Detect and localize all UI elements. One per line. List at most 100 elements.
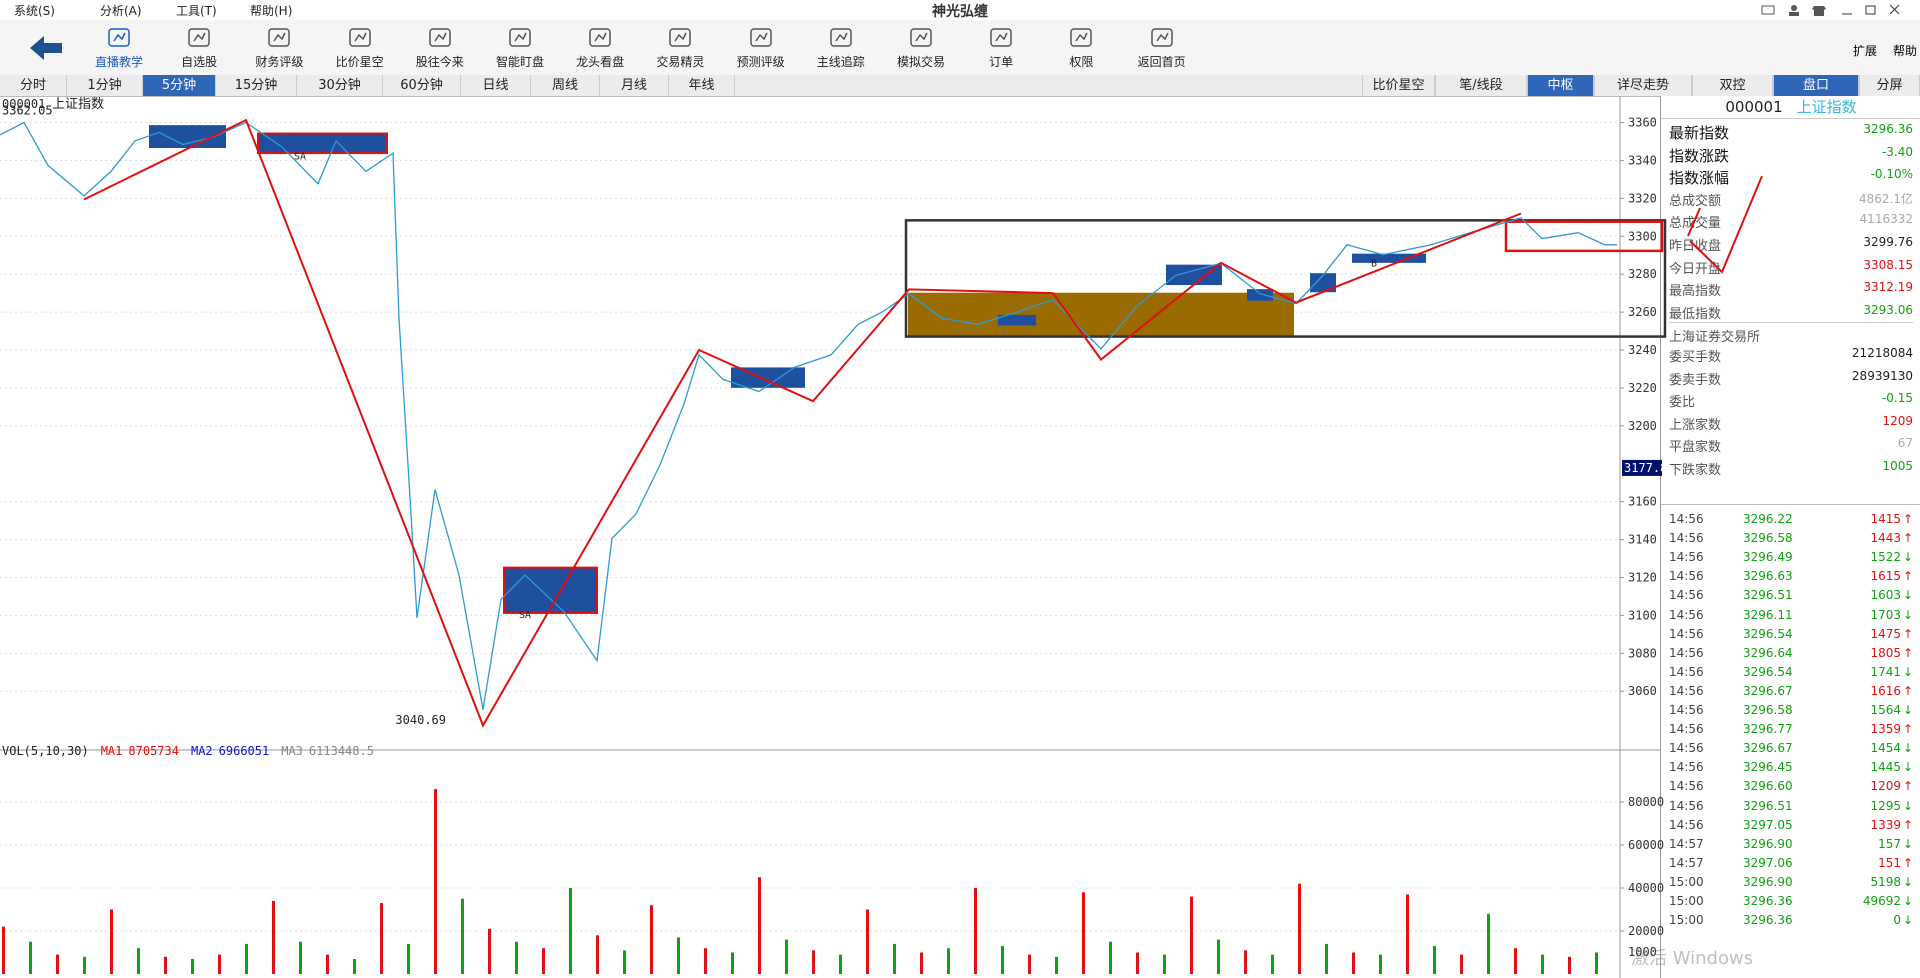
price-annotation: 3362.05 [2, 104, 53, 118]
ma-value: 6113448.5 [309, 744, 374, 758]
period-tab[interactable]: 分时 [0, 75, 67, 96]
volume-bar [407, 943, 410, 974]
toolbar-button[interactable]: 返回首页 [1123, 26, 1201, 70]
view-tab[interactable]: 比价星空 [1362, 75, 1435, 96]
pivot-box [149, 125, 226, 148]
back-button[interactable] [28, 34, 64, 62]
toolbar-button[interactable]: 直播教学 [80, 26, 158, 70]
tick-row: 14:56 3296.67 1616 ↑ [1669, 684, 1913, 703]
toolbar-button[interactable]: 订单 [962, 26, 1040, 70]
toolbar-button[interactable]: 自选股 [160, 26, 238, 70]
quote-row: 委比 -0.15 [1669, 391, 1913, 413]
quote-panel: 000001 上证指数 最新指数 3296.36 指数涨跌 -3.40 指数涨幅 -0.10%… [1631, 96, 1920, 978]
stock-name: 上证指数 [1796, 98, 1857, 116]
tick-direction: ↑ [1902, 817, 1913, 832]
volume-bar [515, 941, 518, 974]
chart-area: 000001 上证指数 3360 3340 3320 3300 3280 3260 3240 32… [0, 96, 1763, 978]
view-tab[interactable]: 双控 [1692, 75, 1773, 96]
volume-bar [434, 789, 437, 974]
view-tab[interactable]: 中枢 [1527, 75, 1594, 96]
period-tab[interactable]: 日线 [461, 75, 531, 96]
tick-price: 3296.54 [1743, 664, 1793, 679]
toolbar-button[interactable]: 交易精灵 [641, 26, 719, 70]
tick-row: 14:56 3297.05 1339 ↑ [1669, 818, 1913, 837]
pivot-box [998, 314, 1036, 326]
tick-price: 3296.63 [1743, 569, 1793, 584]
tick-price: 3296.90 [1743, 836, 1793, 851]
toolbar-button[interactable]: 股往今来 [401, 26, 479, 70]
toolbar-icon [669, 28, 692, 47]
toolbar-icon [830, 28, 852, 47]
quote-row: 最新指数 3296.36 [1669, 122, 1913, 144]
tick-volume: 1445 [1870, 760, 1901, 775]
volume-bar [353, 958, 356, 974]
volume-bar [1217, 939, 1220, 974]
tick-row: 14:56 3296.77 1359 ↑ [1669, 722, 1913, 741]
menu-item[interactable]: 分析(A) [100, 4, 142, 18]
view-tab[interactable]: 笔/线段 [1435, 75, 1527, 96]
tick-time: 14:56 [1669, 760, 1704, 775]
tick-row: 14:56 3296.60 1209 ↑ [1669, 779, 1913, 798]
volume-bar [677, 937, 680, 974]
quote-value: 4116332 [1859, 212, 1913, 227]
quote-row: 平盘家数 67 [1669, 436, 1913, 458]
period-tab[interactable]: 年线 [669, 75, 735, 96]
toolbar-link[interactable]: 扩展 [1853, 44, 1878, 58]
pivot-box [1310, 273, 1336, 293]
toolbar-link[interactable]: 帮助 [1893, 44, 1918, 58]
period-tab[interactable]: 30分钟 [297, 75, 383, 96]
tick-volume: 1359 [1870, 722, 1901, 737]
quote-label: 总成交量 [1669, 216, 1722, 232]
tick-direction: ↑ [1902, 722, 1913, 737]
price-line [0, 121, 1617, 710]
tick-volume: 157 [1878, 836, 1901, 851]
tick-price: 3296.58 [1743, 531, 1793, 546]
quote-value: 67 [1897, 436, 1913, 451]
ma-name: MA2 [191, 744, 213, 758]
period-tab[interactable]: 15分钟 [216, 75, 297, 96]
period-tab[interactable]: 5分钟 [143, 75, 216, 96]
tick-time: 14:56 [1669, 741, 1704, 756]
y-tick-label: 3220 [1628, 381, 1657, 395]
pivot-box [1352, 253, 1426, 263]
volume-bar [1163, 954, 1166, 974]
y-tick-label: 3280 [1628, 267, 1657, 281]
period-tab[interactable]: 60分钟 [383, 75, 461, 96]
quote-value: 1209 [1882, 413, 1913, 428]
quote-row: 最高指数 3312.19 [1669, 280, 1913, 302]
volume-bar [1109, 941, 1112, 974]
toolbar-button[interactable]: 主线追踪 [802, 26, 880, 70]
toolbar-button[interactable]: 财务评级 [240, 26, 318, 70]
menu-item[interactable]: 系统(S) [14, 4, 55, 18]
toolbar-icon [108, 28, 130, 47]
menu-item[interactable]: 帮助(H) [250, 4, 293, 18]
tick-row: 14:56 3296.11 1703 ↓ [1669, 608, 1913, 627]
toolbar-button[interactable]: 龙头看盘 [561, 26, 639, 70]
view-tab[interactable]: 分屏 [1859, 75, 1920, 96]
quote-row: 下跌家数 1005 [1669, 459, 1913, 481]
y-tick-label: 3140 [1628, 533, 1657, 547]
view-tab[interactable]: 详尽走势 [1594, 75, 1692, 96]
tick-price: 3296.36 [1743, 913, 1793, 928]
period-tab[interactable]: 周线 [531, 75, 600, 96]
period-tab[interactable]: 1分钟 [67, 75, 143, 96]
quote-value: 3296.36 [1863, 122, 1913, 136]
quote-row: 指数涨幅 -0.10% [1669, 167, 1913, 189]
period-tab[interactable]: 月线 [600, 75, 669, 96]
pivot-box [908, 292, 1294, 338]
toolbar-button[interactable]: 智能盯盘 [481, 26, 559, 70]
toolbar-button[interactable]: 模拟交易 [882, 26, 960, 70]
volume-bar [56, 954, 59, 974]
volume-bar [704, 948, 707, 974]
tick-direction: ↓ [1902, 664, 1913, 679]
toolbar-button[interactable]: 比价星空 [321, 26, 399, 70]
menu-item[interactable]: 工具(T) [176, 4, 217, 18]
tick-volume: 1616 [1870, 683, 1901, 698]
toolbar-label: 股往今来 [415, 55, 464, 69]
view-tab[interactable]: 盘口 [1773, 75, 1859, 96]
signal-marker: SA [294, 151, 306, 162]
tick-row: 14:56 3296.51 1295 ↓ [1669, 799, 1913, 818]
volume-bar [191, 958, 194, 974]
toolbar-button[interactable]: 预测评级 [722, 26, 800, 70]
toolbar-button[interactable]: 权限 [1042, 26, 1120, 70]
